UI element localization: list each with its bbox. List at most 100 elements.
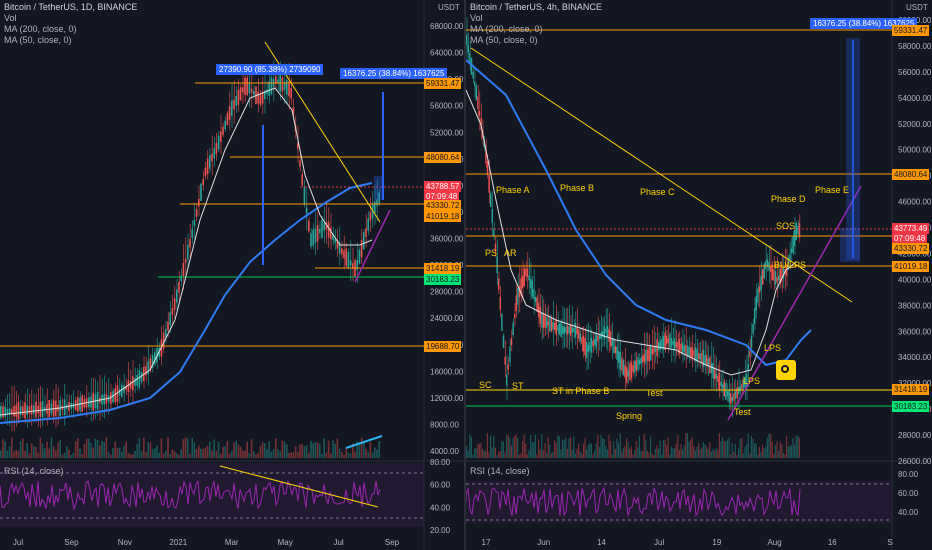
- volume-bar: [132, 454, 134, 458]
- candle-body: [774, 271, 777, 285]
- volume-bar: [752, 439, 754, 458]
- snapshot-camera-icon[interactable]: [776, 360, 796, 380]
- volume-bar: [707, 448, 709, 458]
- candle-body: [312, 229, 314, 246]
- legend-vol: Vol: [470, 13, 483, 23]
- candle-body: [501, 313, 503, 331]
- chart-title: Bitcoin / TetherUS, 4h, BINANCE: [470, 2, 602, 12]
- candle-body: [520, 278, 522, 296]
- candle-body: [209, 155, 211, 169]
- candle-body: [475, 85, 477, 101]
- volume-bar: [605, 445, 607, 458]
- volume-bar: [345, 447, 347, 458]
- volume-bar: [129, 454, 132, 458]
- candle-body: [605, 328, 607, 333]
- candles-group: [466, 17, 801, 418]
- candle-body: [125, 385, 127, 390]
- label-spring: Spring: [616, 411, 642, 421]
- h4-chart-panel[interactable]: Phase A Phase B Phase C Phase D Phase E …: [466, 0, 932, 550]
- volume-bar: [621, 452, 623, 458]
- price-tick: 38000.00: [898, 301, 932, 310]
- candle-body: [757, 288, 759, 303]
- candle-body: [779, 268, 781, 284]
- rsi-line: [466, 486, 801, 518]
- candle-body: [378, 192, 380, 204]
- volume-bar: [486, 433, 488, 458]
- time-tick: 17: [482, 538, 491, 547]
- candle-body: [542, 313, 545, 329]
- volume-bar: [779, 441, 781, 458]
- candle-body: [356, 259, 358, 270]
- candle-body: [720, 381, 722, 387]
- volume-bar: [323, 438, 325, 458]
- volume-bar: [611, 454, 613, 458]
- daily-chart-canvas[interactable]: 68000.0064000.0060000.0056000.0052000.00…: [0, 0, 464, 550]
- candle-body: [138, 370, 141, 388]
- candle-body: [341, 248, 343, 255]
- ma200-line: [0, 182, 373, 424]
- candle-body: [549, 316, 551, 332]
- candle-body: [498, 278, 500, 290]
- volume-bar: [546, 453, 548, 458]
- candle-body: [578, 329, 580, 339]
- label-lps-2: LPS: [764, 343, 781, 353]
- volume-bar: [654, 449, 656, 458]
- candle-body: [659, 341, 661, 350]
- volume-bar: [565, 437, 567, 458]
- volume-bar: [515, 434, 517, 458]
- volume-bar: [74, 441, 77, 458]
- candle-body: [622, 360, 625, 376]
- volume-bar: [677, 435, 679, 458]
- time-tick: Aug: [767, 538, 781, 547]
- time-tick: 14: [597, 538, 606, 547]
- candle-body: [752, 323, 754, 334]
- volume-bar: [314, 442, 317, 458]
- rsi-trendline: [219, 465, 379, 508]
- time-tick: Nov: [118, 538, 132, 547]
- volume-bar: [11, 437, 13, 458]
- candle-body: [0, 406, 2, 418]
- volume-bar: [237, 444, 240, 458]
- candle-body: [746, 373, 748, 387]
- h4-chart-canvas[interactable]: Phase A Phase B Phase C Phase D Phase E …: [466, 0, 932, 550]
- volume-bar: [597, 434, 599, 458]
- candle-body: [506, 374, 508, 386]
- volume-bar: [70, 454, 72, 458]
- candle-body: [658, 342, 660, 351]
- label-phase-a: Phase A: [496, 185, 530, 195]
- volume-bar: [255, 454, 257, 458]
- candles-group: [0, 60, 380, 432]
- candle-body: [268, 81, 270, 97]
- volume-bar: [725, 441, 727, 458]
- volume-bar: [305, 445, 308, 458]
- volume-bar: [555, 442, 557, 458]
- volume-bar: [638, 435, 640, 458]
- candle-body: [470, 57, 473, 75]
- volume-bar: [670, 446, 672, 458]
- panel-divider[interactable]: [464, 0, 466, 550]
- volume-group: [466, 433, 800, 458]
- volume-bar: [651, 453, 653, 458]
- candle-body: [193, 220, 196, 227]
- volume-bar: [538, 439, 540, 458]
- volume-bar: [334, 443, 336, 458]
- candle-body: [706, 354, 708, 366]
- candle-body: [253, 90, 255, 96]
- volume-bar: [319, 443, 321, 458]
- volume-bar: [184, 437, 187, 458]
- volume-bar: [718, 433, 720, 458]
- volume-bar: [279, 451, 281, 458]
- candle-body: [176, 289, 178, 303]
- volume-bar: [169, 454, 171, 458]
- volume-bar: [215, 450, 218, 458]
- measure-1-label: 27390.90 (85.38%) 2739090: [216, 64, 324, 75]
- volume-bar: [666, 445, 668, 458]
- volume-bar: [541, 433, 543, 458]
- support-trendline: [354, 209, 391, 283]
- volume-bar: [578, 443, 580, 458]
- volume-bar: [165, 450, 167, 458]
- candle-body: [526, 268, 529, 278]
- daily-chart-panel[interactable]: 68000.0064000.0060000.0056000.0052000.00…: [0, 0, 464, 550]
- time-tick: Jul: [333, 538, 343, 547]
- volume-bar: [253, 451, 255, 458]
